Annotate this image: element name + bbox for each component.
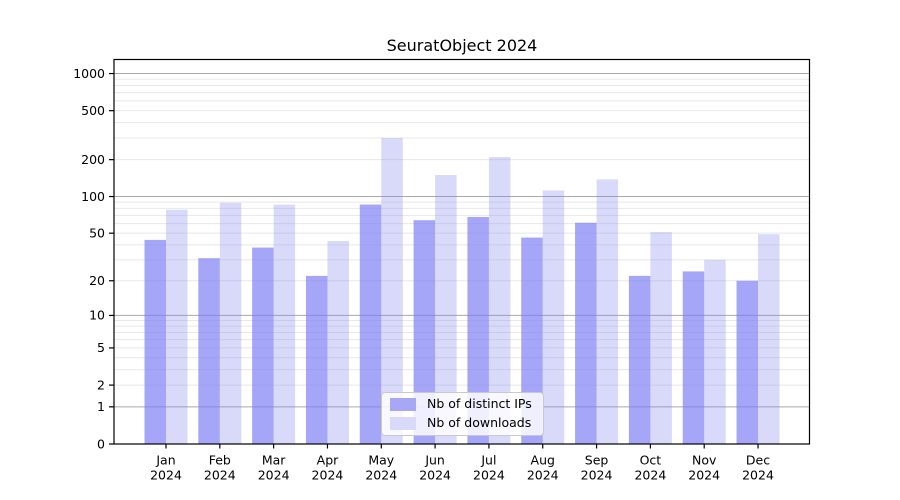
x-tick-label-year: 2024 <box>258 468 290 483</box>
legend: Nb of distinct IPs Nb of downloads <box>381 392 544 436</box>
x-tick-label-month: Jun <box>424 453 445 468</box>
x-tick-label-year: 2024 <box>742 468 774 483</box>
x-tick-label-month: Nov <box>692 453 717 468</box>
legend-label-ips: Nb of distinct IPs <box>427 396 532 412</box>
x-tick-label-year: 2024 <box>527 468 559 483</box>
x-tick-label-month: Jul <box>480 453 496 468</box>
x-tick-label-month: Aug <box>531 453 555 468</box>
y-tick-label: 100 <box>81 189 105 204</box>
bar-ips-Mar-2024 <box>252 247 274 444</box>
x-tick-label-year: 2024 <box>581 468 613 483</box>
y-tick-label: 1 <box>97 399 105 414</box>
bar-downloads-Jul-2024 <box>488 157 511 444</box>
x-tick-label-month: Apr <box>317 453 339 468</box>
bar-ips-Feb-2024 <box>198 258 220 444</box>
x-tick-label-year: 2024 <box>634 468 666 483</box>
bar-ips-Jul-2024 <box>467 216 489 444</box>
bar-downloads-Aug-2024 <box>542 190 565 444</box>
x-tick-label-year: 2024 <box>688 468 720 483</box>
bar-downloads-Apr-2024 <box>327 241 349 444</box>
x-tick-label-month: Dec <box>746 453 770 468</box>
x-tick-label-month: May <box>368 453 394 468</box>
x-tick-label-year: 2024 <box>473 468 505 483</box>
x-tick-label-month: Feb <box>209 453 231 468</box>
x-tick-label-month: Jan <box>155 453 175 468</box>
y-tick-label: 5 <box>97 340 105 355</box>
bar-downloads-Oct-2024 <box>650 232 672 444</box>
x-tick-label-month: Oct <box>640 453 662 468</box>
bar-downloads-Dec-2024 <box>758 234 780 444</box>
chart-title: SeuratObject 2024 <box>386 36 538 55</box>
bar-downloads-Jan-2024 <box>166 209 188 444</box>
downloads-swatch <box>390 417 416 430</box>
y-tick-label: 50 <box>89 225 105 240</box>
bar-downloads-Nov-2024 <box>704 259 726 444</box>
x-tick-label-year: 2024 <box>204 468 236 483</box>
y-tick-label: 10 <box>89 308 105 323</box>
x-tick-label-year: 2024 <box>365 468 397 483</box>
bar-ips-Jun-2024 <box>413 220 436 444</box>
bar-ips-Jan-2024 <box>144 239 166 444</box>
bar-downloads-Feb-2024 <box>219 202 242 444</box>
x-tick-label-year: 2024 <box>419 468 451 483</box>
bar-downloads-Sep-2024 <box>596 179 619 445</box>
x-tick-label-month: Mar <box>262 453 286 468</box>
bar-ips-Oct-2024 <box>628 275 651 444</box>
bar-downloads-Jun-2024 <box>435 174 457 444</box>
y-tick-label: 1000 <box>73 66 105 81</box>
y-tick-label: 0 <box>97 436 105 451</box>
y-tick-label: 500 <box>81 103 105 118</box>
y-tick-label: 20 <box>89 273 105 288</box>
bar-downloads-May-2024 <box>381 137 403 444</box>
ips-swatch <box>390 398 416 411</box>
plot-border <box>113 58 811 445</box>
bar-ips-Dec-2024 <box>736 280 759 444</box>
legend-item-downloads: Nb of downloads <box>390 417 533 430</box>
bar-ips-Nov-2024 <box>682 271 705 444</box>
x-tick-label-year: 2024 <box>150 468 182 483</box>
bar-downloads-Mar-2024 <box>273 204 296 444</box>
bar-ips-Sep-2024 <box>575 222 597 444</box>
legend-item-distinct-ips: Nb of distinct IPs <box>390 398 533 411</box>
legend-label-downloads: Nb of downloads <box>427 415 532 431</box>
y-tick-label: 200 <box>81 152 105 167</box>
x-tick-label-month: Sep <box>585 453 609 468</box>
bar-ips-May-2024 <box>359 204 382 444</box>
bar-ips-Apr-2024 <box>305 275 328 444</box>
x-tick-label-year: 2024 <box>312 468 344 483</box>
y-tick-label: 2 <box>97 377 105 392</box>
